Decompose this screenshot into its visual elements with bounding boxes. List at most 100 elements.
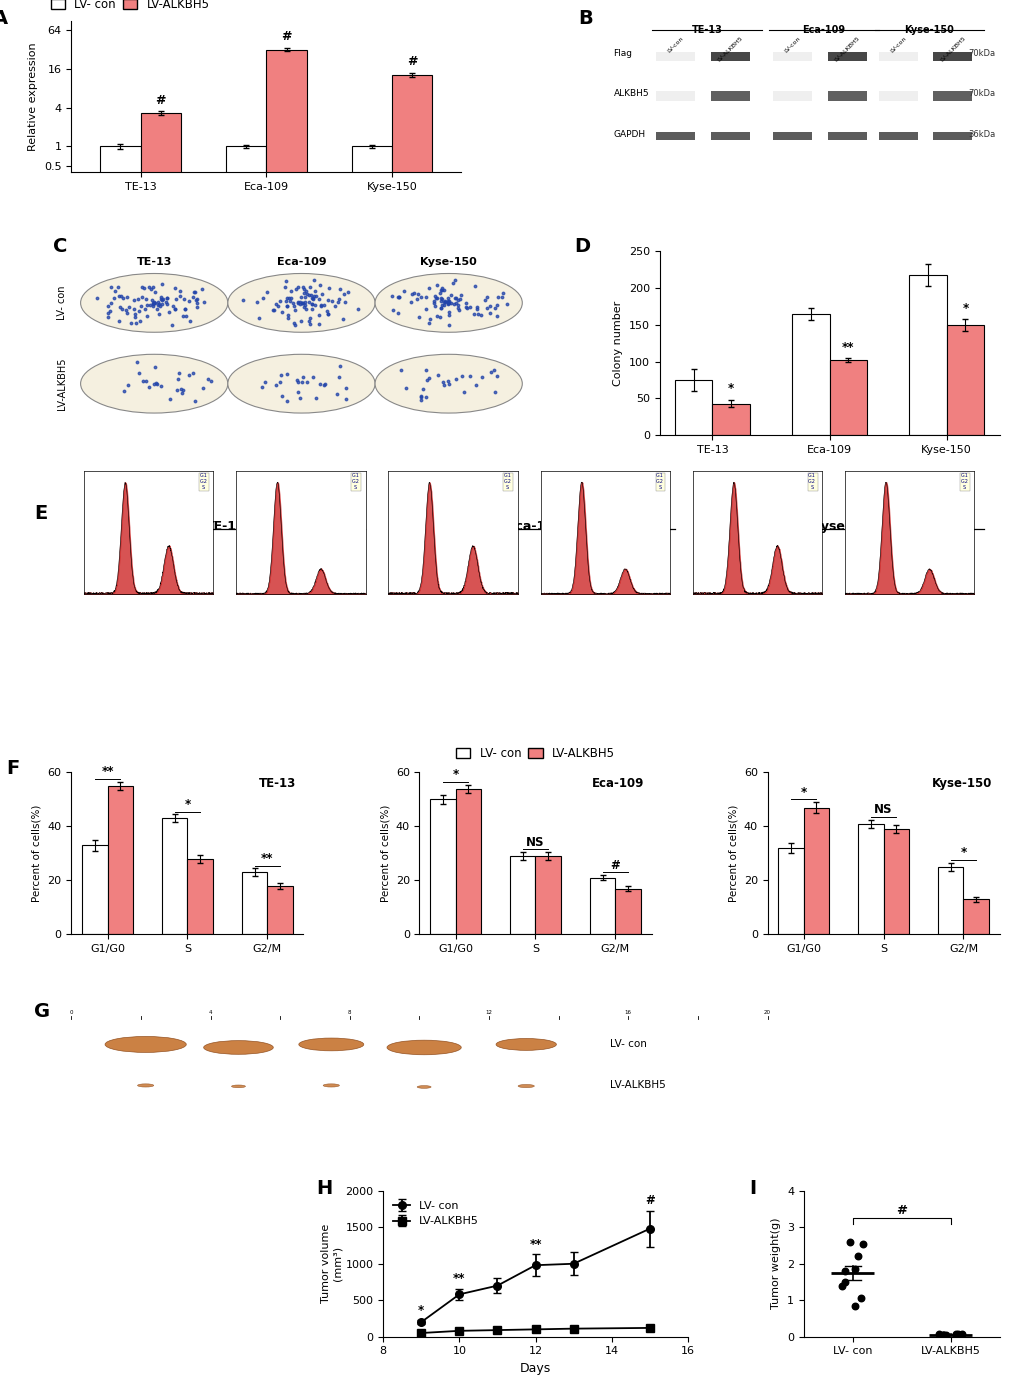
Bar <box>932 132 971 141</box>
Bar <box>877 132 917 141</box>
Bar <box>614 889 640 934</box>
Text: D: D <box>574 237 590 256</box>
Bar <box>882 830 908 934</box>
Y-axis label: Percent of cells(%): Percent of cells(%) <box>32 805 42 903</box>
Text: 70kDa: 70kDa <box>968 50 995 58</box>
Text: G1 
G2 
S: G1 G2 S <box>808 474 816 491</box>
Y-axis label: Percent of cells(%): Percent of cells(%) <box>728 805 738 903</box>
Bar <box>267 886 292 934</box>
Text: *: * <box>728 383 734 395</box>
Text: G1 
G2 
S: G1 G2 S <box>503 474 513 491</box>
Text: I: I <box>748 1180 755 1199</box>
Text: #: # <box>281 30 291 43</box>
Bar <box>352 146 392 1378</box>
Circle shape <box>375 354 522 413</box>
Text: 36kDa: 36kDa <box>967 130 995 139</box>
Point <box>849 1246 865 1268</box>
Text: TE-13: TE-13 <box>259 777 297 791</box>
Text: *: * <box>184 798 191 810</box>
Bar <box>242 872 267 934</box>
Bar <box>932 51 971 62</box>
Text: GAPDH: GAPDH <box>612 130 645 139</box>
Text: LV- con: LV- con <box>751 537 783 547</box>
Ellipse shape <box>323 1084 339 1087</box>
Bar <box>141 113 180 1378</box>
Text: 0: 0 <box>69 1010 73 1016</box>
Bar <box>392 74 432 1378</box>
Ellipse shape <box>386 1040 461 1054</box>
Text: LV-ALKBH5: LV-ALKBH5 <box>833 36 860 63</box>
Text: #: # <box>896 1204 906 1217</box>
Text: C: C <box>53 237 67 256</box>
Text: G: G <box>35 1002 50 1021</box>
Text: #: # <box>644 1195 654 1207</box>
Text: Kyse-150: Kyse-150 <box>931 777 991 791</box>
Point <box>934 1324 951 1346</box>
Bar <box>710 91 749 101</box>
Point <box>846 1295 862 1317</box>
Bar <box>455 788 481 934</box>
Bar <box>710 132 749 141</box>
Text: LV- con: LV- con <box>441 537 474 547</box>
Bar <box>535 856 560 934</box>
Bar <box>937 867 963 934</box>
Text: LV-con: LV-con <box>784 36 801 54</box>
Bar <box>656 91 695 101</box>
Bar <box>656 51 695 62</box>
Text: A: A <box>0 8 8 28</box>
Text: Flag: Flag <box>612 50 632 58</box>
Point <box>836 1259 852 1282</box>
Bar <box>510 856 535 934</box>
Ellipse shape <box>204 1040 273 1054</box>
Bar <box>711 404 749 435</box>
Ellipse shape <box>105 1036 186 1053</box>
Text: Eca-109: Eca-109 <box>507 520 562 533</box>
Text: 16: 16 <box>625 1010 631 1016</box>
Bar <box>162 819 187 934</box>
Point <box>953 1323 969 1345</box>
Text: LV- con: LV- con <box>57 285 66 320</box>
Text: 4: 4 <box>209 1010 212 1016</box>
Text: 20: 20 <box>763 1010 770 1016</box>
Ellipse shape <box>231 1084 246 1087</box>
Text: LV-ALKBH5: LV-ALKBH5 <box>588 537 636 547</box>
Legend: LV- con, LV-ALKBH5: LV- con, LV-ALKBH5 <box>46 0 214 15</box>
Bar <box>777 847 803 934</box>
Bar <box>877 51 917 62</box>
Y-axis label: Tumor weight(g): Tumor weight(g) <box>770 1218 781 1309</box>
Text: **: ** <box>842 340 854 354</box>
Point <box>854 1233 870 1255</box>
Point <box>947 1323 963 1345</box>
Text: G1 
G2 
S: G1 G2 S <box>200 474 208 491</box>
Ellipse shape <box>417 1086 431 1089</box>
Text: Eca-109: Eca-109 <box>802 25 845 36</box>
Bar <box>827 132 866 141</box>
Bar <box>827 51 866 62</box>
Text: #: # <box>610 858 620 871</box>
Y-axis label: Relative expression: Relative expression <box>29 41 39 150</box>
Text: *: * <box>452 768 459 781</box>
Text: **: ** <box>529 1237 541 1251</box>
Text: TE-13: TE-13 <box>137 256 172 267</box>
Text: E: E <box>35 504 48 524</box>
Text: LV-con: LV-con <box>666 36 684 54</box>
Bar <box>656 132 695 141</box>
Text: LV-con: LV-con <box>889 36 906 54</box>
Text: *: * <box>418 1304 424 1316</box>
Bar <box>266 50 307 1378</box>
Text: LV-ALKBH5: LV-ALKBH5 <box>609 1080 664 1090</box>
Text: H: H <box>316 1180 332 1199</box>
Text: LV-ALKBH5: LV-ALKBH5 <box>898 537 946 547</box>
Text: 12: 12 <box>485 1010 492 1016</box>
Text: Eca-109: Eca-109 <box>592 777 644 791</box>
Text: Kyse-150: Kyse-150 <box>904 25 954 36</box>
Bar <box>877 91 917 101</box>
Ellipse shape <box>495 1039 555 1050</box>
Legend: LV- con, LV-ALKBH5: LV- con, LV-ALKBH5 <box>450 743 620 765</box>
Text: **: ** <box>261 852 273 865</box>
Text: **: ** <box>101 765 114 779</box>
Bar <box>946 325 983 435</box>
Point <box>934 1324 951 1346</box>
Point <box>930 1323 947 1345</box>
Text: LV-ALKBH5: LV-ALKBH5 <box>57 357 66 409</box>
